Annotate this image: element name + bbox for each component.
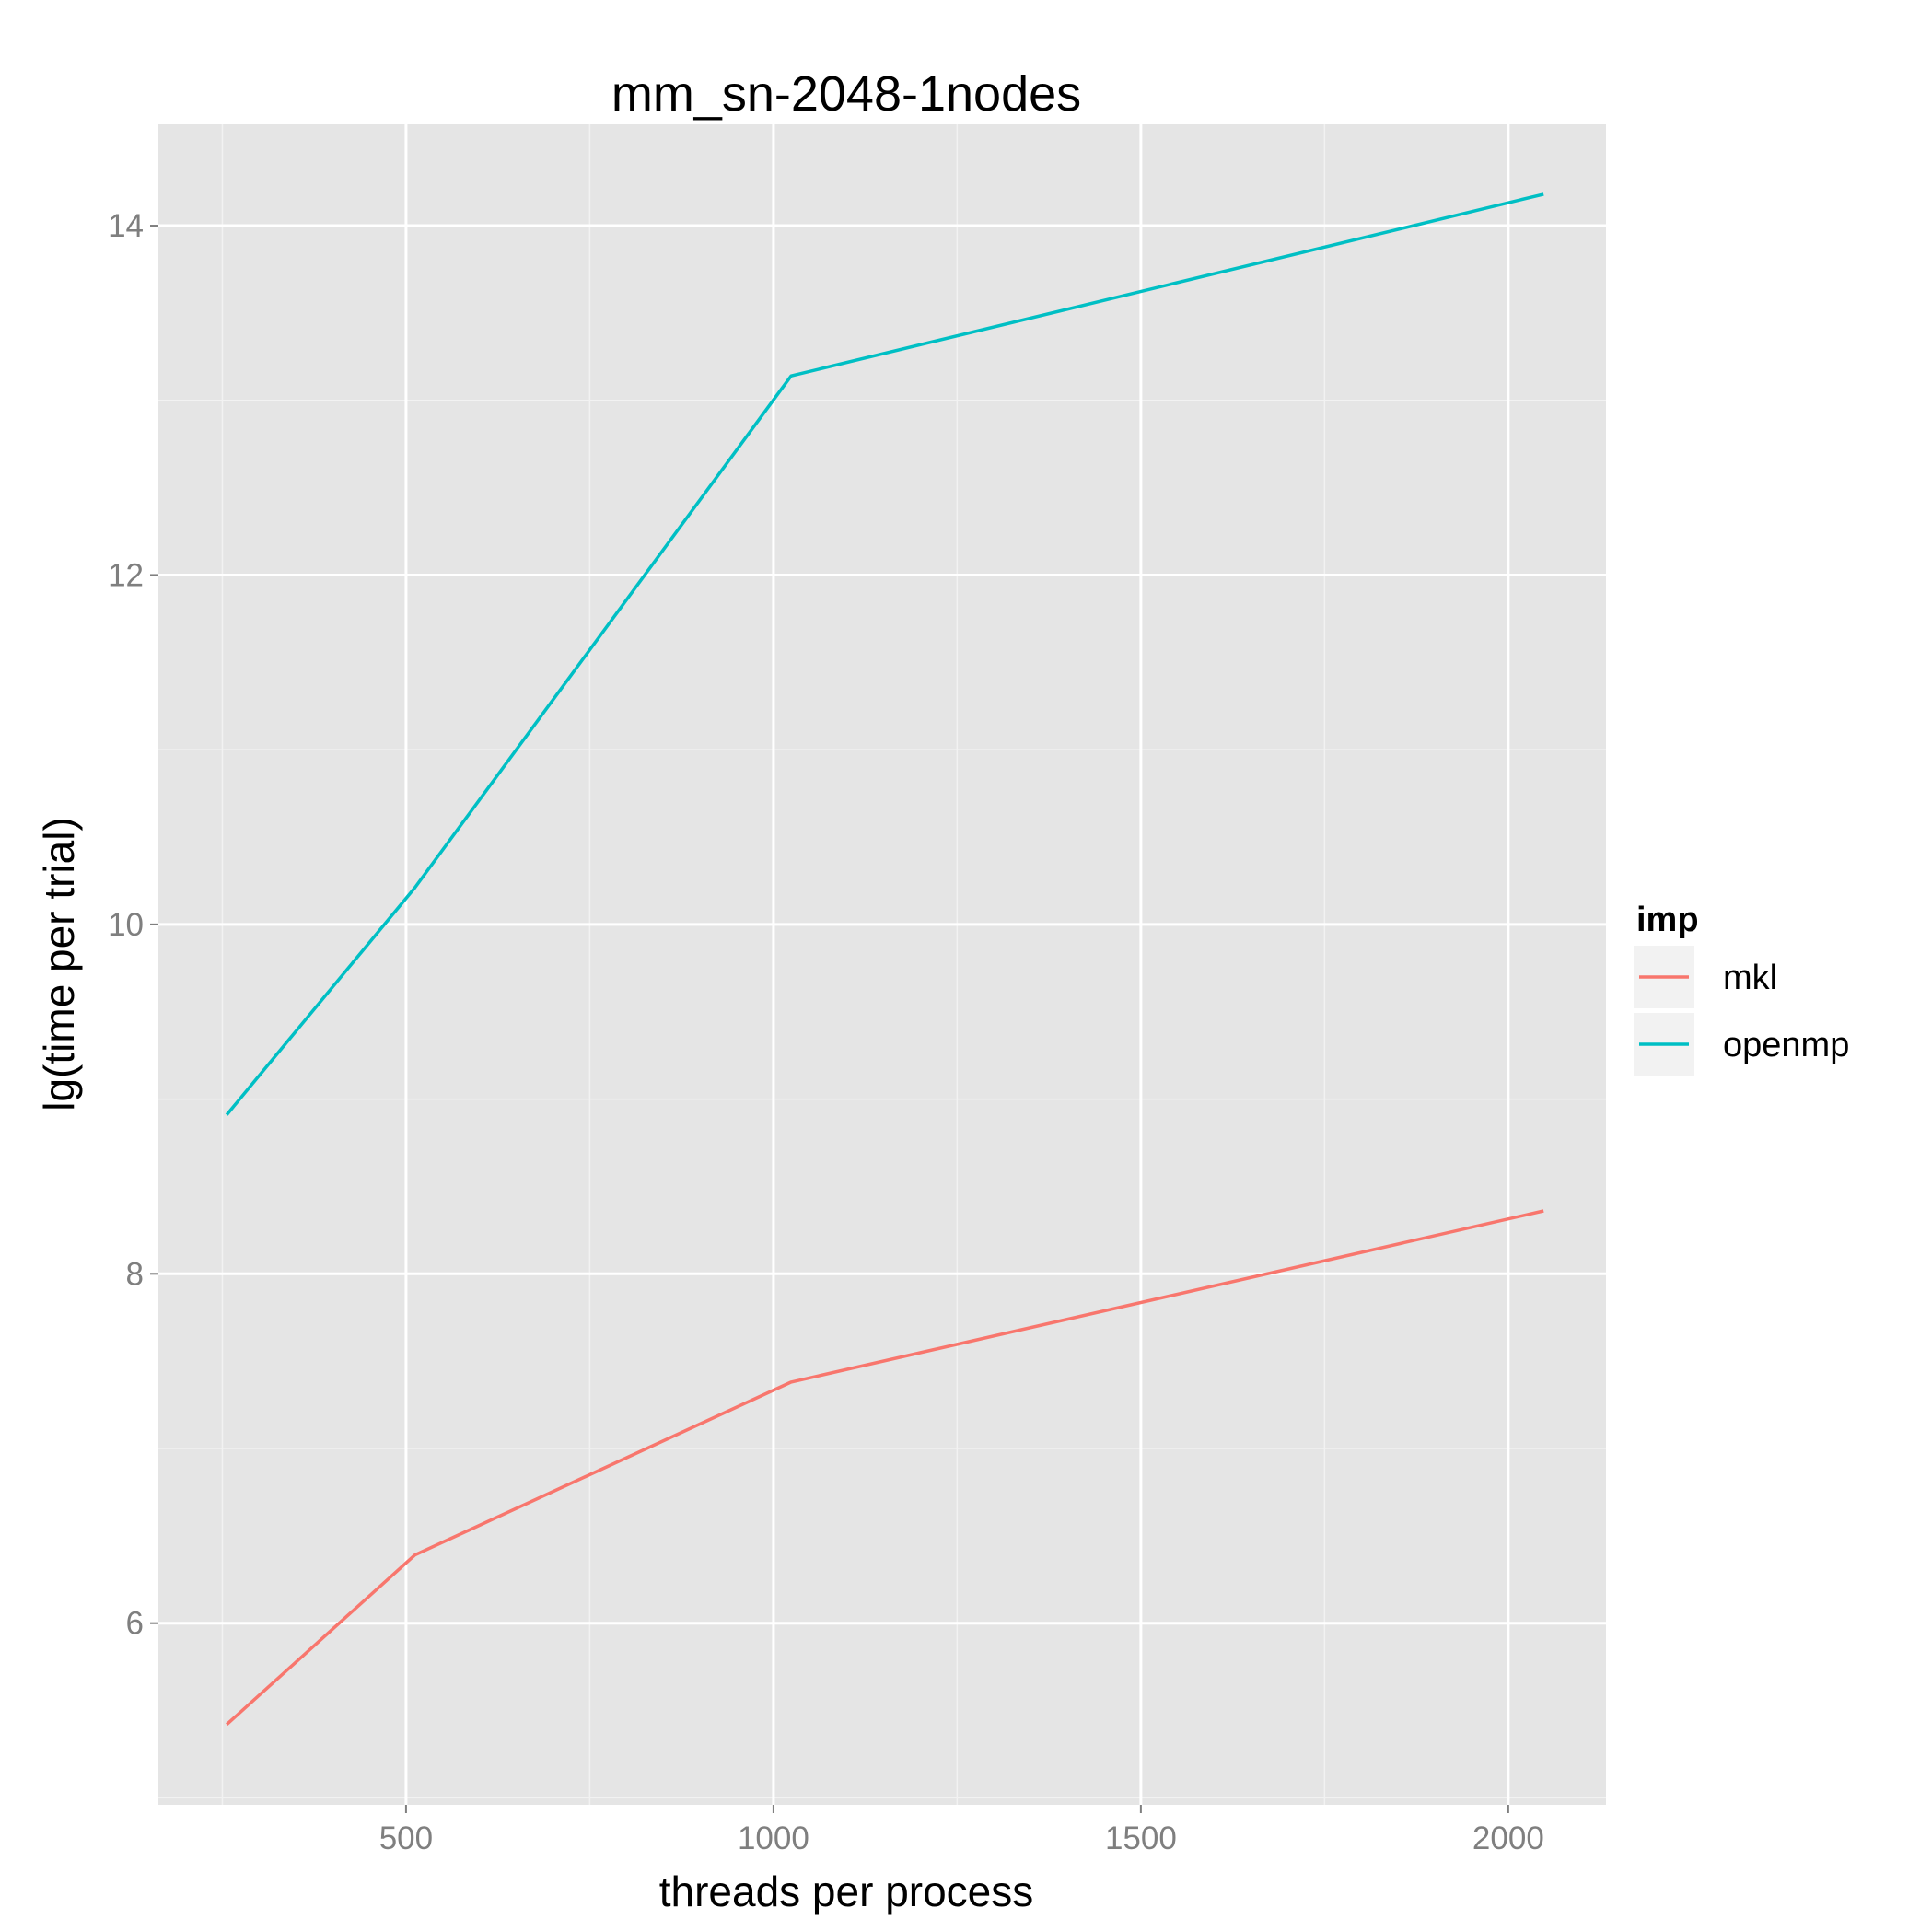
series-line-mkl (226, 1209, 1544, 1727)
minor-gridlines (158, 124, 1606, 1805)
x-axis: 500 1000 1500 2000 (379, 1805, 1544, 1856)
series-line-openmp (225, 192, 1544, 1116)
series-lines (225, 192, 1544, 1727)
plot-panel (158, 124, 1606, 1805)
y-axis-title: lg(time per trial) (35, 817, 83, 1111)
chart-title: mm_sn-2048-1nodes (611, 66, 1081, 122)
legend-title: imp (1636, 901, 1699, 939)
legend-label: mkl (1723, 959, 1777, 997)
legend-item-mkl: mkl (1634, 946, 1777, 1008)
x-tick-label: 1000 (738, 1820, 809, 1856)
y-tick-label: 12 (108, 557, 144, 593)
y-axis: 6 8 10 12 14 (108, 208, 158, 1642)
legend-label: openmp (1723, 1026, 1849, 1064)
legend-item-openmp: openmp (1634, 1013, 1849, 1076)
major-gridlines (158, 124, 1606, 1805)
x-tick-label: 1500 (1105, 1820, 1177, 1856)
x-tick-label: 500 (379, 1820, 433, 1856)
legend-items: mkl openmp (1634, 946, 1849, 1076)
legend: imp mkl openmp (1634, 901, 1849, 1076)
x-axis-title: threads per process (659, 1867, 1034, 1915)
y-tick-label: 14 (108, 208, 144, 244)
y-tick-label: 10 (108, 907, 144, 943)
y-tick-label: 6 (126, 1606, 144, 1642)
x-tick-label: 2000 (1472, 1820, 1544, 1856)
y-tick-label: 8 (126, 1256, 144, 1292)
